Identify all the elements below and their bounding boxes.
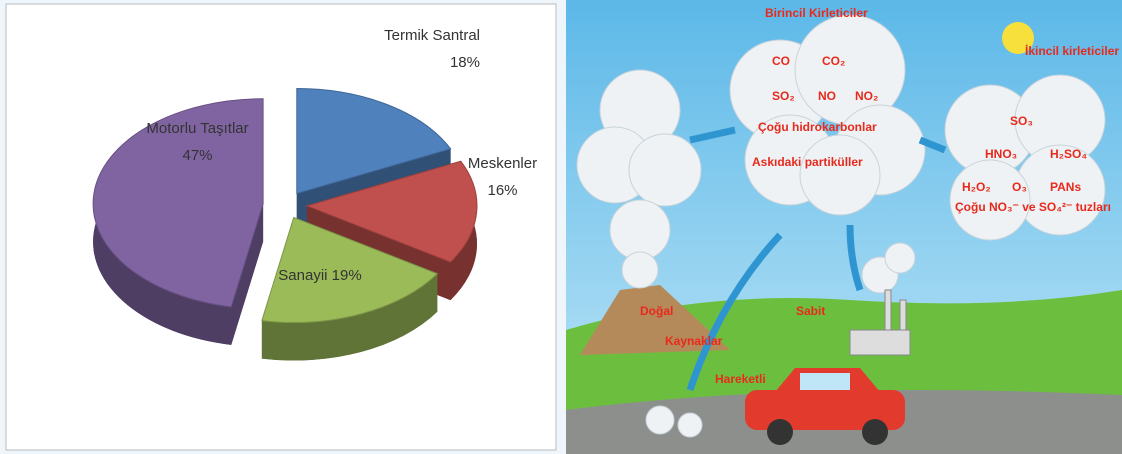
illustration-label: H₂SO₄ [1050, 147, 1087, 161]
category-label: Termik Santral [384, 27, 480, 44]
slice-label: Termik Santral 18% [370, 22, 480, 76]
illustration-label: Birincil Kirleticiler [765, 6, 868, 20]
illustration-label: CO₂ [822, 54, 845, 68]
illustration-label: Doğal [640, 304, 673, 318]
illustration-label: Hareketli [715, 372, 766, 386]
illustration-label: SO₃ [1010, 114, 1033, 128]
category-label: Motorlu Taşıtlar [146, 120, 249, 137]
illustration-label: Çoğu NO₃⁻ ve SO₄²⁻ tuzları [955, 200, 1111, 214]
arrows [686, 126, 947, 392]
illustration-label: PANs [1050, 180, 1081, 194]
illustration-label: Sabit [796, 304, 825, 318]
volcano [580, 285, 730, 355]
car [745, 368, 905, 445]
value-label: 47% [182, 147, 213, 164]
slice-top [92, 98, 264, 308]
illustration-label: Askıdaki partiküller [752, 155, 863, 169]
illustration-label: Çoğu hidrokarbonlar [758, 120, 877, 134]
illustration-label: H₂O₂ [962, 180, 991, 194]
value-label: 16% [487, 182, 518, 199]
smoke-clouds [576, 14, 1106, 438]
illustration-label: HNO₃ [985, 147, 1017, 161]
illustration-label: Kaynaklar [665, 334, 723, 348]
illustration-label: O₃ [1012, 180, 1027, 194]
sun [1002, 22, 1034, 54]
factory [849, 289, 911, 356]
slice-top [305, 160, 478, 263]
slice-label: Meskenler 16% [455, 150, 550, 204]
illustration: Birincil Kirleticiler İkincil kirleticile… [566, 0, 1122, 454]
illustration-label: NO [818, 89, 836, 103]
illustration-label: SO₂ [772, 89, 795, 103]
slice-label: Sanayii 19% [255, 262, 385, 289]
pie-slice [261, 216, 439, 361]
illustration-label: İkincil kirleticiler [1025, 43, 1119, 58]
category-label: Sanayii [278, 267, 328, 284]
slice-top [261, 216, 439, 323]
pie-slice [92, 98, 264, 345]
illustration-labels: Birincil Kirleticiler İkincil kirleticile… [640, 6, 1119, 386]
illustration-label: NO₂ [855, 89, 878, 103]
slice-top [296, 88, 452, 195]
slice-wall [231, 203, 264, 345]
illustration-label: CO [772, 54, 790, 68]
pie [92, 88, 478, 361]
slice-label: Motorlu Taşıtlar 47% [140, 115, 255, 169]
value-label: 19% [331, 267, 362, 284]
value-label: 18% [449, 54, 480, 71]
category-label: Meskenler [467, 155, 538, 172]
